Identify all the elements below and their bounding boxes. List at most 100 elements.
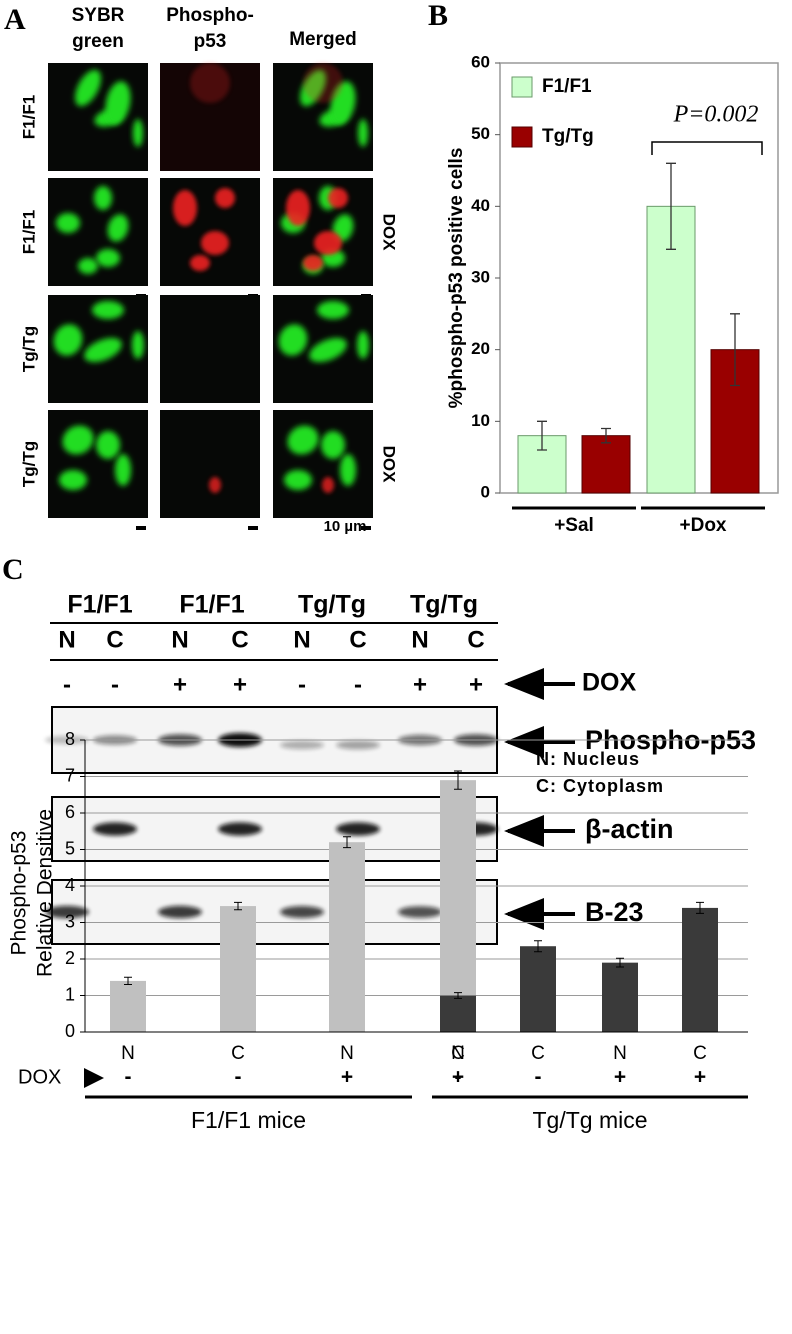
- band: [45, 736, 89, 744]
- y-tick-label: 2: [65, 948, 75, 968]
- y-tick-label: 20: [471, 339, 490, 358]
- treatment-label: DOX: [380, 446, 399, 484]
- column-header: SYBR: [72, 5, 125, 26]
- significance-bracket: [651, 141, 763, 155]
- error-bar: [124, 976, 132, 986]
- blot-group-label: Tg/Tg: [410, 591, 478, 619]
- phospho-signal: [322, 477, 334, 493]
- nucleus: [284, 470, 312, 490]
- band: [280, 906, 324, 918]
- scale-bar: [136, 526, 146, 530]
- error-bar: [234, 901, 242, 911]
- note: N: Nucleus: [536, 749, 640, 769]
- micrograph: [160, 63, 260, 171]
- y-tick-label: 0: [65, 1021, 75, 1041]
- band: [218, 822, 262, 836]
- lane-label: N: [171, 626, 188, 653]
- band: [336, 740, 380, 750]
- column-header: p53: [194, 31, 227, 52]
- y-tick-label: 60: [471, 52, 490, 71]
- error-bar: [454, 992, 462, 999]
- nucleus: [287, 425, 319, 455]
- lane-label: N: [411, 626, 428, 653]
- treatment-label: DOX: [18, 1066, 61, 1088]
- phospho-signal: [328, 188, 348, 208]
- y-tick-label: 6: [65, 802, 75, 822]
- x-tick-label: +Dox: [680, 515, 727, 536]
- dox-sign: +: [694, 1066, 706, 1089]
- nucleus: [340, 454, 356, 486]
- y-tick-label: 50: [471, 124, 490, 143]
- treatment-marker: [84, 1068, 104, 1088]
- phospho-signal: [201, 231, 229, 255]
- dox-sign: +: [233, 671, 247, 698]
- row-label: Tg/Tg: [19, 441, 38, 487]
- phospho-signal: [173, 190, 197, 226]
- dox-sign: -: [354, 671, 362, 698]
- scale-bar: [361, 526, 371, 530]
- nucleus: [56, 213, 80, 233]
- bar: [440, 995, 476, 1032]
- micrograph-bg: [160, 410, 260, 518]
- lane-label: C: [467, 626, 484, 653]
- x-tick-label: +Sal: [554, 515, 594, 536]
- dox-sign: -: [535, 1066, 542, 1089]
- panel-label: C: [2, 553, 24, 586]
- lane-label: C: [106, 626, 123, 653]
- bar: [520, 946, 556, 1032]
- micrograph: [273, 178, 373, 286]
- nucleus: [53, 324, 83, 356]
- row-label: F1/F1: [19, 95, 38, 139]
- nucleus: [358, 119, 368, 147]
- dox-sign: +: [614, 1066, 626, 1089]
- bar: [220, 906, 256, 1032]
- panel-label: B: [428, 0, 448, 32]
- nucleus: [309, 337, 347, 363]
- error-bar: [730, 313, 740, 387]
- nucleus: [321, 431, 345, 459]
- micrograph: [48, 178, 148, 286]
- y-axis-label: %phospho-p53 positive cells: [446, 148, 467, 409]
- y-tick-label: 10: [471, 411, 490, 430]
- panel-label: A: [4, 3, 26, 36]
- nucleus: [105, 81, 131, 125]
- band: [280, 740, 324, 750]
- bar: [110, 980, 146, 1032]
- y-tick-label: 8: [65, 729, 75, 749]
- phospho-signal: [209, 477, 221, 493]
- x-tick-label: N: [121, 1043, 135, 1064]
- legend-swatch: [511, 76, 533, 98]
- blot-group-label: F1/F1: [179, 591, 244, 619]
- scale-bar: [248, 526, 258, 530]
- y-axis-label: Phospho-p53: [8, 831, 31, 956]
- band: [45, 905, 89, 919]
- nucleus: [107, 214, 129, 242]
- blot-group-label: F1/F1: [67, 591, 132, 619]
- micrograph: [273, 63, 373, 171]
- dox-sign: -: [455, 1066, 462, 1089]
- bar: [329, 842, 365, 1032]
- band: [398, 906, 442, 918]
- error-bar: [534, 940, 542, 953]
- phospho-signal: [215, 188, 235, 208]
- phospho-signal: [190, 63, 230, 103]
- treatment-label: DOX: [380, 214, 399, 252]
- bar: [646, 205, 696, 494]
- dox-sign: -: [298, 671, 306, 698]
- phospho-signal: [190, 255, 210, 271]
- micrograph-bg: [273, 410, 373, 518]
- x-tick-label: C: [231, 1043, 245, 1064]
- y-tick-label: 0: [481, 482, 490, 501]
- lane-label: N: [293, 626, 310, 653]
- nucleus: [132, 331, 144, 359]
- lane-label: C: [231, 626, 248, 653]
- micrograph: [48, 295, 148, 403]
- column-header: green: [72, 31, 124, 52]
- micrograph: [273, 410, 373, 518]
- column-header: Merged: [289, 29, 357, 50]
- annotation: P=0.002: [673, 102, 759, 128]
- y-tick-label: 4: [65, 875, 75, 895]
- error-bar: [696, 901, 704, 914]
